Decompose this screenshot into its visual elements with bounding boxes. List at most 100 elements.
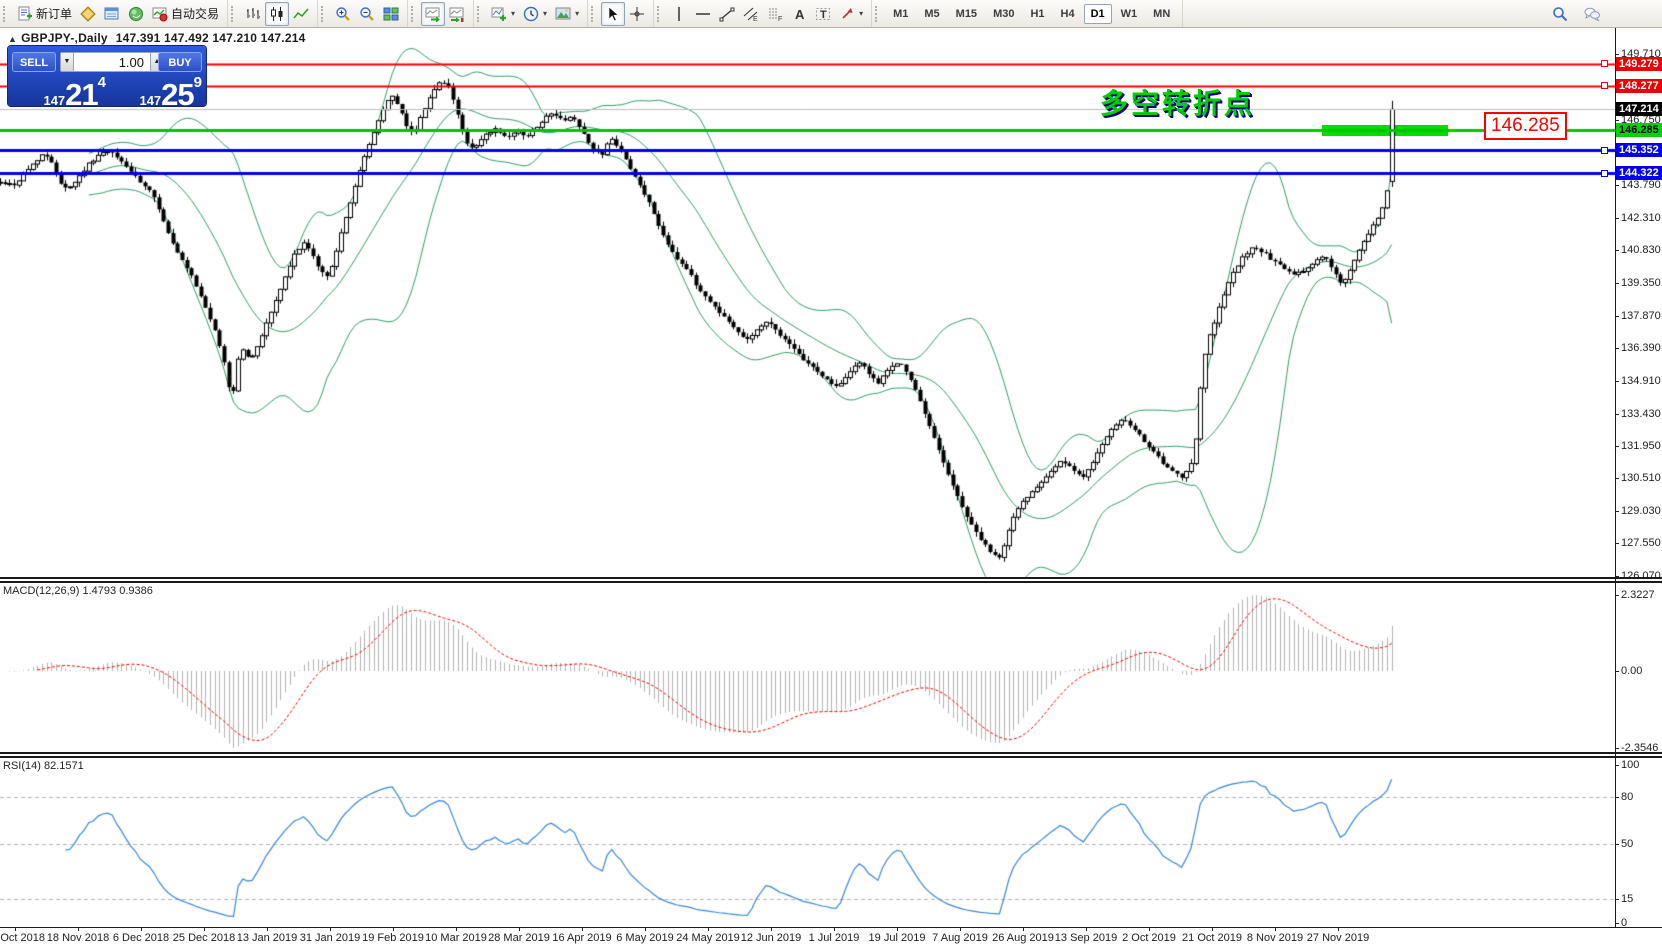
sell-button[interactable]: SELL: [12, 52, 56, 72]
equidistant-channel-button[interactable]: E: [739, 2, 763, 26]
date-label: 1 Jul 2019: [808, 932, 860, 944]
chevron-down-icon: ▾: [511, 9, 516, 18]
price-tag: 148.277: [1616, 78, 1662, 93]
price-tick-label: 139.350: [1621, 276, 1661, 289]
date-tick: [1149, 927, 1150, 931]
timeframe-m30-button[interactable]: M30: [993, 7, 1015, 20]
timeframe-mn-button[interactable]: MN: [1153, 7, 1171, 20]
sell-price-point: 4: [97, 74, 106, 91]
timeframe-h4-button[interactable]: H4: [1060, 7, 1075, 20]
line-handle[interactable]: [1601, 82, 1608, 90]
main-chart-canvas[interactable]: [0, 28, 1615, 578]
date-label: 28 Mar 2019: [488, 932, 550, 944]
periods-icon: [523, 6, 539, 22]
date-label: 10 Mar 2019: [425, 932, 487, 944]
price-tick-label: 130.510: [1621, 472, 1661, 484]
buy-button[interactable]: BUY: [158, 52, 202, 72]
macd-canvas[interactable]: [0, 583, 1615, 751]
chart-window[interactable]: ▲ GBPJPY-,Daily 147.391 147.492 147.210 14…: [0, 28, 1662, 952]
equidistant-channel-icon: E: [743, 6, 759, 22]
zoom-out-button[interactable]: [355, 2, 379, 26]
macd-rsi-splitter[interactable]: [0, 752, 1662, 754]
main-macd-splitter[interactable]: [0, 577, 1662, 579]
vertical-line-button[interactable]: [667, 2, 691, 26]
date-label: 6 Dec 2018: [112, 932, 170, 944]
timeframe-w1-button[interactable]: W1: [1120, 7, 1138, 20]
line-handle[interactable]: [1601, 169, 1608, 177]
chart-profile-button[interactable]: [76, 2, 100, 26]
date-label: 2 Oct 2019: [1122, 932, 1176, 944]
autotrading-button[interactable]: 自动交易: [148, 2, 223, 26]
toolbar-group-6: [588, 0, 655, 27]
price-tick: [1615, 576, 1619, 577]
rsi-tick-label: 100: [1621, 759, 1640, 771]
line-chart-button[interactable]: [289, 2, 313, 26]
rsi-label: RSI(14) 82.1571: [3, 760, 84, 772]
trendline-button[interactable]: [715, 2, 739, 26]
text-label-button[interactable]: T: [811, 2, 835, 26]
new-order-button[interactable]: 新订单: [13, 2, 76, 26]
data-window-button[interactable]: [100, 2, 124, 26]
volume-input[interactable]: [74, 52, 150, 72]
chart-shift-button[interactable]: [445, 2, 469, 26]
tile-windows-button[interactable]: [379, 2, 403, 26]
fibonacci-button[interactable]: F: [763, 2, 787, 26]
toolbar-grip[interactable]: [875, 5, 881, 22]
timeframe-h1-button[interactable]: H1: [1030, 7, 1045, 20]
price-tick-label: 143.790: [1621, 178, 1661, 191]
date-tick: [141, 927, 142, 931]
arrows-button[interactable]: ▾: [835, 2, 867, 26]
rsi-canvas[interactable]: [0, 758, 1615, 927]
periods-button[interactable]: ▾: [519, 2, 551, 26]
indicators-button[interactable]: ▾: [487, 2, 519, 26]
price-tag: 144.322: [1616, 166, 1662, 181]
date-tick: [1275, 927, 1276, 931]
price-tick: [1615, 446, 1619, 447]
toolbar-grip[interactable]: [657, 5, 663, 22]
chevron-down-icon: ▾: [859, 9, 864, 18]
timeframe-m1-button[interactable]: M1: [893, 7, 909, 20]
date-tick: [1086, 927, 1087, 931]
toolbar-grip[interactable]: [3, 5, 9, 22]
timeframe-m15-button[interactable]: M15: [955, 7, 978, 20]
crosshair-button[interactable]: [625, 2, 649, 26]
collapse-icon[interactable]: ▲: [8, 34, 18, 44]
toolbar-grip[interactable]: [591, 5, 597, 22]
candlestick-button[interactable]: [265, 1, 290, 26]
macd-tick: [1615, 595, 1619, 596]
toolbar-grip[interactable]: [231, 5, 237, 22]
zoom-in-button[interactable]: [331, 2, 355, 26]
auto-scroll-button[interactable]: [421, 1, 446, 26]
templates-button[interactable]: ▾: [551, 2, 583, 26]
chat-button[interactable]: [1580, 2, 1604, 26]
line-handle[interactable]: [1601, 60, 1608, 68]
price-callout-box[interactable]: 146.285: [1484, 112, 1567, 140]
horizontal-line-button[interactable]: [691, 2, 715, 26]
timeframe-d1-button[interactable]: D1: [1083, 3, 1112, 24]
bar-chart-button[interactable]: [241, 2, 265, 26]
navigator-icon: [128, 6, 144, 22]
volume-decrease-button[interactable]: ▼: [60, 52, 74, 72]
date-label: 16 Apr 2019: [552, 932, 612, 944]
date-tick: [582, 927, 583, 931]
chart-shift-icon: [449, 6, 465, 22]
buy-price[interactable]: 147259: [110, 74, 206, 112]
toolbar-grip[interactable]: [477, 5, 483, 22]
text-button[interactable]: A: [787, 2, 811, 26]
toolbar-grip[interactable]: [411, 5, 417, 22]
price-axis-frame: [1615, 28, 1616, 927]
zoom-in-icon: [335, 6, 351, 22]
sell-price-handle: 147: [43, 93, 66, 108]
timeframe-m5-button[interactable]: M5: [924, 7, 940, 20]
toolbar-grip[interactable]: [321, 5, 327, 22]
buy-price-handle: 147: [139, 93, 162, 108]
navigator-button[interactable]: [124, 2, 148, 26]
toolbar-group-2: [228, 0, 319, 27]
cursor-button[interactable]: [601, 1, 626, 26]
sell-price[interactable]: 147214: [12, 74, 106, 112]
chart-annotation-text[interactable]: 多空转折点: [1100, 88, 1256, 119]
line-handle[interactable]: [1601, 146, 1608, 154]
price-tick: [1615, 348, 1619, 349]
search-button[interactable]: [1548, 2, 1572, 26]
date-tick: [456, 927, 457, 931]
